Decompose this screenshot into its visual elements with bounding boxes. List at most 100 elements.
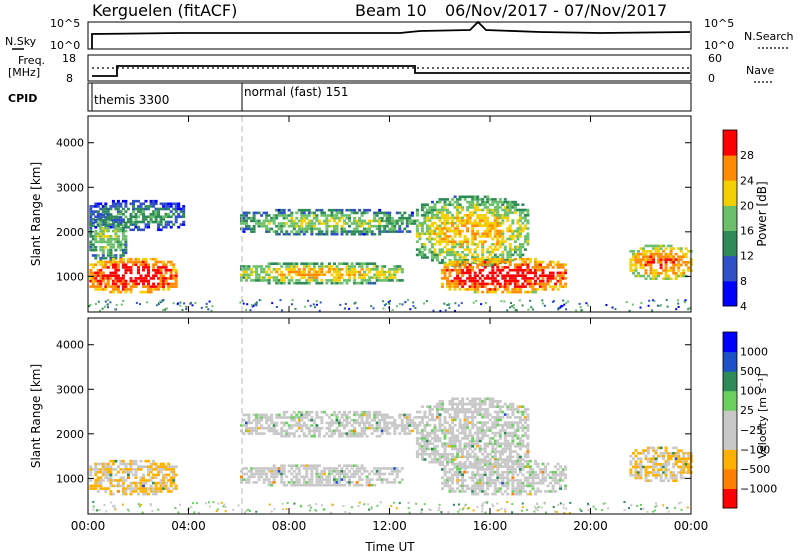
velocity-echo-cell xyxy=(503,439,507,443)
velocity-echo-cell xyxy=(511,473,515,477)
power-echo-cell xyxy=(378,279,382,282)
velocity-echo-cell xyxy=(478,410,482,414)
power-echo-cell xyxy=(365,281,369,285)
power-echo-cell xyxy=(513,290,517,294)
velocity-echo-cell xyxy=(101,468,105,471)
power-clutter-cell xyxy=(313,306,316,309)
power-echo-cell xyxy=(134,279,138,283)
velocity-echo-cell xyxy=(486,479,490,482)
power-echo-cell xyxy=(503,274,507,277)
power-echo-cell xyxy=(129,218,133,221)
velocity-echo-cell xyxy=(443,468,447,471)
velocity-echo-cell xyxy=(448,490,452,493)
power-echo-cell xyxy=(114,279,118,283)
power-clutter-cell xyxy=(558,307,561,309)
power-echo-cell xyxy=(101,240,105,244)
velocity-echo-cell xyxy=(523,455,527,459)
power-echo-cell xyxy=(526,208,530,212)
power-echo-cell xyxy=(425,214,429,217)
velocity-echo-cell xyxy=(428,431,432,435)
velocity-echo-cell xyxy=(436,402,439,406)
velocity-echo-cell xyxy=(451,426,455,430)
power-echo-cell xyxy=(164,271,168,275)
velocity-echo-cell xyxy=(486,426,490,430)
power-echo-cell xyxy=(111,288,115,291)
power-echo-cell xyxy=(124,225,128,229)
velocity-echo-cell xyxy=(511,487,515,490)
velocity-echo-cell xyxy=(415,455,419,459)
power-clutter-cell xyxy=(165,307,168,310)
power-echo-cell xyxy=(159,260,163,264)
power-echo-cell xyxy=(526,257,530,261)
power-echo-cell xyxy=(327,224,331,228)
velocity-echo-cell xyxy=(325,432,329,435)
velocity-echo-cell xyxy=(114,459,118,463)
velocity-echo-cell xyxy=(310,475,314,479)
power-echo-cell xyxy=(157,271,161,275)
power-echo-cell xyxy=(448,221,452,225)
power-echo-cell xyxy=(476,282,480,286)
power-echo-cell xyxy=(262,276,266,279)
power-echo-cell xyxy=(330,279,334,282)
velocity-echo-cell xyxy=(330,432,334,435)
power-echo-cell xyxy=(89,229,93,233)
power-echo-cell xyxy=(556,266,560,269)
power-echo-cell xyxy=(325,232,329,236)
power-echo-cell xyxy=(101,279,105,283)
power-echo-cell xyxy=(89,240,93,244)
power-echo-cell xyxy=(368,262,372,265)
velocity-echo-cell xyxy=(534,490,537,493)
velocity-echo-cell xyxy=(481,487,485,490)
velocity-echo-cell xyxy=(451,476,455,479)
power-echo-cell xyxy=(461,195,465,199)
velocity-echo-cell xyxy=(539,468,542,471)
velocity-echo-cell xyxy=(476,484,480,488)
power-echo-cell xyxy=(378,219,382,223)
power-echo-cell xyxy=(375,214,379,217)
velocity-echo-cell xyxy=(368,424,372,427)
power-echo-cell xyxy=(649,277,653,280)
power-echo-cell xyxy=(493,216,497,220)
velocity-echo-cell xyxy=(292,475,296,479)
power-echo-cell xyxy=(423,214,427,217)
power-echo-cell xyxy=(420,232,424,236)
velocity-echo-cell xyxy=(461,408,465,411)
power-echo-cell xyxy=(267,273,271,277)
power-echo-cell xyxy=(503,200,507,204)
power-echo-cell xyxy=(375,265,379,268)
velocity-echo-cell xyxy=(137,468,140,471)
velocity-echo-cell xyxy=(466,416,470,419)
velocity-echo-cell xyxy=(511,455,515,459)
power-echo-cell xyxy=(360,232,364,236)
velocity-echo-cell xyxy=(137,481,140,485)
velocity-echo-cell xyxy=(466,452,470,456)
power-echo-cell xyxy=(652,261,656,264)
freq-tick-top: 18 xyxy=(62,52,76,65)
power-echo-cell xyxy=(348,214,351,217)
power-clutter-cell xyxy=(423,302,425,305)
velocity-echo-cell xyxy=(451,468,455,471)
power-echo-cell xyxy=(461,261,465,265)
power-echo-cell xyxy=(109,216,113,219)
power-echo-cell xyxy=(307,224,311,228)
power-echo-cell xyxy=(431,208,434,212)
power-echo-cell xyxy=(425,227,429,230)
velocity-echo-cell xyxy=(531,468,535,471)
power-echo-cell xyxy=(481,224,485,228)
velocity-echo-cell xyxy=(327,481,331,484)
velocity-echo-cell xyxy=(292,483,296,487)
power-echo-cell xyxy=(398,219,402,223)
velocity-echo-cell xyxy=(448,445,452,448)
velocity-echo-cell xyxy=(327,429,331,433)
power-echo-cell xyxy=(360,265,364,268)
power-echo-cell xyxy=(172,266,176,269)
power-echo-cell xyxy=(483,285,487,288)
power-echo-cell xyxy=(453,206,457,209)
power-echo-cell xyxy=(96,205,100,208)
power-clutter-cell xyxy=(318,309,321,312)
power-echo-cell xyxy=(423,206,427,209)
velocity-echo-cell xyxy=(335,467,339,470)
velocity-echo-cell xyxy=(448,442,452,445)
power-echo-cell xyxy=(333,232,336,236)
power-echo-cell xyxy=(458,260,462,264)
